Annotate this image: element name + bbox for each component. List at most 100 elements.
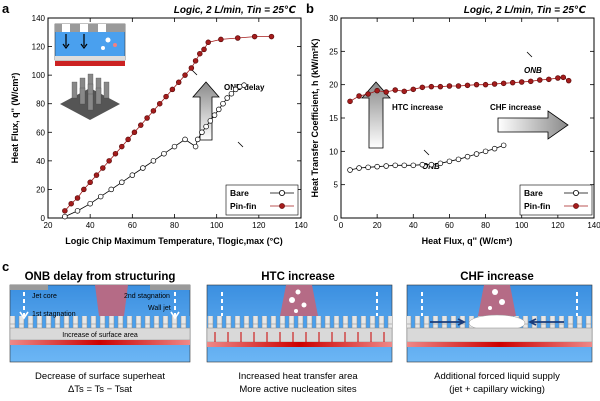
- chart-b-series-1-point: [437, 83, 444, 90]
- chart-b-series-1-point: [365, 91, 371, 97]
- chart-a-xtick-label: 80: [170, 221, 179, 230]
- chart-a-series-1-point: [192, 58, 199, 64]
- chart-b-series-0-point: [356, 165, 362, 171]
- chart-b-ylabel: Heat Transfer Coefficient, h (kW/m²K): [310, 38, 320, 197]
- box1-title: ONB delay from structuring: [25, 271, 176, 283]
- box2-caption-2: More active nucleation sites: [239, 384, 356, 395]
- chart-a-xtick-label: 20: [44, 221, 53, 230]
- chart-b-xtick-label: 80: [481, 221, 490, 230]
- chart-a-series-1-point: [125, 136, 131, 143]
- inset-jet-schematic: [54, 23, 126, 66]
- box3-title: CHF increase: [460, 271, 534, 283]
- chart-b-series-1-point: [455, 83, 462, 89]
- chart-a-series-0-point: [220, 100, 226, 107]
- chart-a-series-1-point: [74, 195, 81, 201]
- chart-b-series-1-point: [383, 89, 389, 95]
- chart-a-series-1-point: [201, 46, 207, 53]
- chart-b-xtick-label: 120: [551, 221, 565, 230]
- chart-b-series-1-point: [527, 78, 534, 85]
- chart-a-ytick-label: 140: [32, 14, 46, 23]
- chart-a-series-1-point: [188, 65, 195, 71]
- chart-a-ytick-label: 20: [36, 185, 45, 194]
- chart-b-series-1-point: [392, 87, 398, 93]
- chart-a-series-0-point: [207, 118, 214, 124]
- chart-b-xtick-label: 100: [515, 221, 529, 230]
- chart-a-series-0-point: [224, 95, 230, 101]
- chart-a-series-1-point: [100, 165, 106, 171]
- onb-markers-b: [423, 51, 533, 156]
- chart-a-series-0-point: [62, 213, 68, 220]
- chart-b-xtick-label: 20: [373, 221, 382, 230]
- chart-a-series-0-point: [108, 186, 114, 193]
- chart-a-series-0-point: [119, 179, 125, 186]
- legend-b-bare: Bare: [524, 188, 543, 198]
- legend-a-pinfin: Pin-fin: [230, 201, 256, 211]
- chart-b: Logic, 2 L/min, Tin = 25℃ 0 5 10 15 20 25 30 0…: [310, 5, 600, 246]
- chart-a-series-0-point: [192, 143, 199, 150]
- chart-a-series-1-point: [163, 93, 169, 100]
- chart-a-series-0-point: [232, 86, 239, 93]
- chart-a-series-1-point: [205, 39, 211, 46]
- chart-a-series-1-point: [175, 79, 182, 86]
- chart-b-series-1-point: [500, 80, 507, 87]
- box3-caption-2: (jet + capillary wicking): [449, 384, 545, 395]
- chart-a-series-0-point: [171, 143, 178, 150]
- chart-a-series-0-point: [97, 193, 104, 200]
- panel-c-box-1: ONB delay from structuring Jet core 1st …: [9, 271, 191, 395]
- chart-b-series-1-point: [482, 81, 489, 88]
- chart-a-xtick-label: 120: [252, 221, 266, 230]
- label-jet-core: Jet core: [32, 293, 57, 300]
- chart-b-xtick-label: 40: [409, 221, 418, 230]
- chart-b-series-0-point: [374, 163, 380, 170]
- chf-increase-arrow: [497, 110, 569, 140]
- chart-a-series-1-point: [268, 33, 275, 40]
- chart-a-series-0-point: [211, 112, 218, 118]
- inset-pinfin-render: [60, 73, 120, 120]
- box2-title: HTC increase: [261, 271, 335, 283]
- chart-b-series-1-point: [565, 77, 572, 84]
- chart-a-condition: Logic, 2 L/min, Tin = 25℃: [174, 5, 297, 16]
- box2-caption-1: Increased heat transfer area: [238, 371, 358, 382]
- chart-a-ytick-label: 60: [36, 128, 45, 137]
- chart-b-series-1-point: [509, 79, 516, 86]
- htc-increase-arrow: [361, 81, 391, 149]
- chart-a-series-1-point: [218, 36, 224, 43]
- onb-delay-arrow: [192, 81, 220, 141]
- panel-c-box-2: HTC increase Increased heat transfer are…: [206, 271, 393, 395]
- chart-b-series-0-point: [482, 148, 489, 155]
- chart-b-series-0-point: [500, 142, 507, 149]
- chart-a-legend: Bare Pin-fin: [225, 184, 299, 216]
- chart-a-series-0-point: [241, 82, 247, 88]
- chart-a-series-1-point: [93, 172, 100, 178]
- chart-b-series-1-point: [518, 79, 525, 85]
- chart-b-xtick-label: 60: [445, 221, 454, 230]
- chart-a-ytick-label: 100: [32, 71, 46, 80]
- chart-b-xlabel: Heat Flux, q'' (W/cm²): [422, 236, 513, 246]
- chart-a-series-0-point: [182, 136, 188, 143]
- chart-b-legend: Bare Pin-fin: [519, 184, 593, 216]
- chart-a-ytick-label: 80: [36, 100, 45, 109]
- htc-increase-label: HTC increase: [392, 103, 444, 112]
- chart-a-series-0-point: [129, 172, 136, 178]
- chart-a-xtick-label: 60: [128, 221, 137, 230]
- chart-a-series-0-point: [203, 123, 209, 130]
- chart-a-xtick-label: 140: [294, 221, 308, 230]
- chart-b-ytick-label: 15: [329, 114, 338, 123]
- chart-a-series-0-point: [74, 208, 81, 214]
- chart-b-series-1-point: [410, 86, 417, 93]
- chart-a-series-0-point: [87, 200, 93, 207]
- chart-b-series-0-point: [383, 163, 389, 169]
- chart-a-series-1-point: [144, 115, 150, 121]
- chart-b-ytick-label: 0: [334, 214, 339, 223]
- chart-a-ytick-label: 40: [36, 157, 45, 166]
- chart-b-series-0-point: [410, 162, 417, 169]
- chart-b-series-0-point: [464, 153, 471, 160]
- panel-c-box-3: CHF increase Additional forced liquid su…: [406, 271, 593, 395]
- chart-a-ytick-label: 120: [32, 43, 46, 52]
- chart-a-xlabel: Logic Chip Maximum Temperature, Tlogic,m…: [65, 236, 282, 246]
- chart-b-series-0-point: [401, 162, 408, 169]
- box1-caption-1: Decrease of surface superheat: [35, 371, 165, 382]
- chart-b-series-1-point: [428, 83, 435, 90]
- chart-a-series-1-point: [182, 72, 188, 78]
